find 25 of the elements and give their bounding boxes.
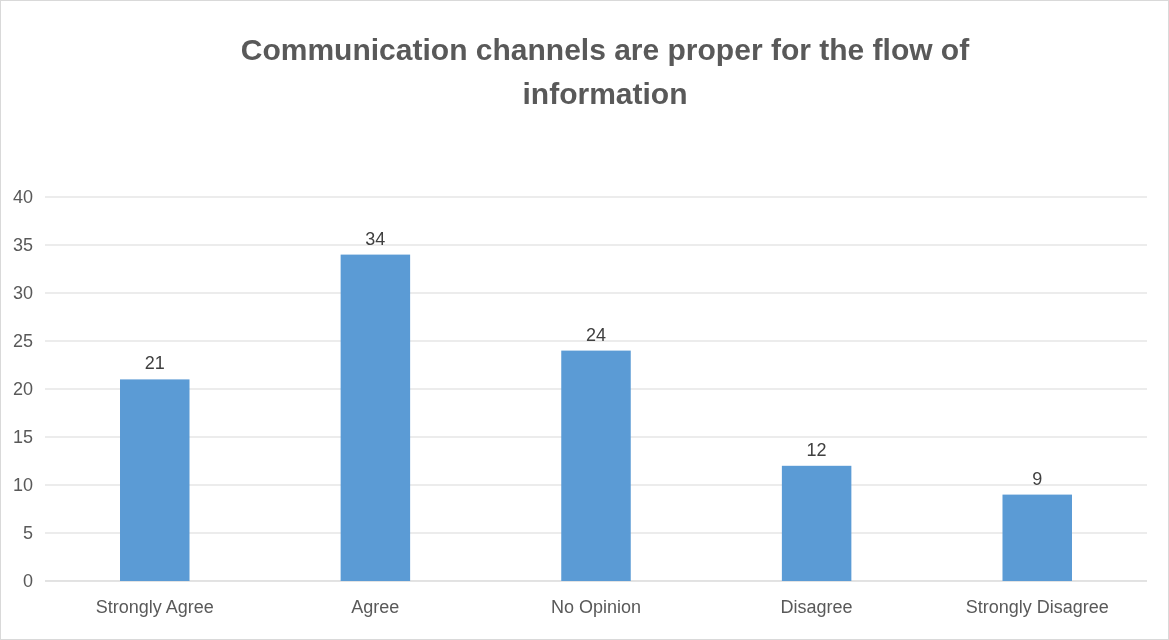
- bar: [1002, 494, 1072, 581]
- bar: [340, 254, 411, 581]
- bar: [781, 465, 852, 581]
- data-label: 12: [806, 439, 827, 460]
- y-tick-label: 20: [12, 379, 33, 400]
- x-tick-label: Agree: [351, 597, 400, 617]
- y-tick-label: 30: [12, 283, 33, 304]
- data-label: 24: [585, 324, 607, 345]
- bar: [561, 350, 631, 581]
- y-tick-label: 25: [12, 331, 33, 352]
- x-tick-label: Disagree: [780, 597, 853, 617]
- x-tick-label: Strongly Disagree: [965, 597, 1109, 617]
- chart-title: Communication channels are proper for the flow of information: [240, 33, 971, 110]
- y-tick-label: 10: [12, 475, 33, 496]
- y-tick-label: 5: [22, 523, 33, 544]
- y-tick-label: 0: [22, 571, 33, 592]
- data-label: 34: [365, 228, 386, 249]
- x-tick-label: No Opinion: [550, 597, 642, 617]
- y-tick-label: 15: [12, 427, 33, 448]
- y-tick-label: 40: [12, 187, 33, 208]
- data-label: 9: [1032, 468, 1043, 489]
- data-label: 21: [144, 353, 165, 374]
- bar: [120, 379, 190, 581]
- x-tick-label: Strongly Agree: [95, 597, 214, 617]
- y-tick-label: 35: [12, 235, 33, 256]
